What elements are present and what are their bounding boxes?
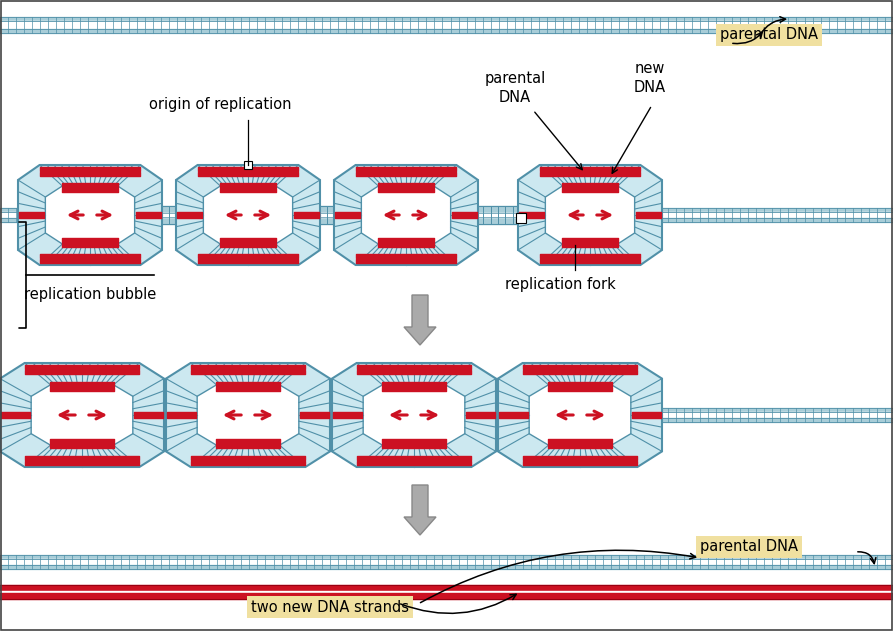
Polygon shape: [498, 363, 662, 467]
Text: parental
DNA: parental DNA: [484, 71, 546, 105]
Polygon shape: [18, 165, 162, 265]
Polygon shape: [166, 363, 330, 467]
Text: replication bubble: replication bubble: [24, 288, 156, 302]
Polygon shape: [362, 186, 451, 244]
Text: origin of replication: origin of replication: [149, 98, 291, 112]
Polygon shape: [334, 165, 478, 265]
Text: replication fork: replication fork: [505, 278, 615, 293]
Polygon shape: [197, 385, 299, 445]
Polygon shape: [204, 186, 293, 244]
Polygon shape: [0, 363, 164, 467]
Polygon shape: [332, 363, 496, 467]
Polygon shape: [404, 295, 436, 345]
Polygon shape: [46, 186, 135, 244]
Polygon shape: [546, 186, 635, 244]
Text: new
DNA: new DNA: [634, 61, 666, 95]
Polygon shape: [530, 385, 630, 445]
Text: parental DNA: parental DNA: [720, 28, 818, 42]
Text: parental DNA: parental DNA: [700, 540, 798, 555]
Polygon shape: [176, 165, 320, 265]
Polygon shape: [518, 165, 662, 265]
Polygon shape: [31, 385, 133, 445]
Polygon shape: [363, 385, 465, 445]
Text: two new DNA strands: two new DNA strands: [251, 599, 409, 615]
Bar: [516, 213, 526, 223]
Bar: [244, 161, 252, 169]
Polygon shape: [404, 485, 436, 535]
